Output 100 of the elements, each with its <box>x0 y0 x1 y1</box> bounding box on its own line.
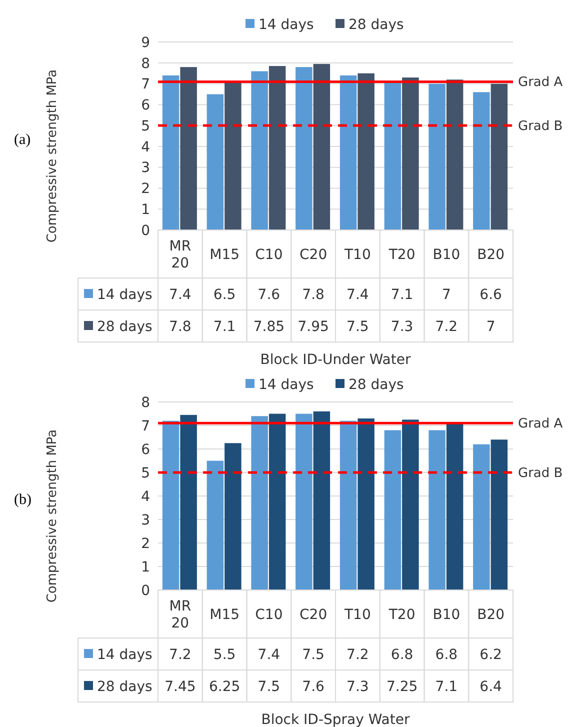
x-tick-label: B10 <box>432 606 460 623</box>
data-label: 7.5 <box>258 678 280 695</box>
data-label: 7.45 <box>164 678 196 695</box>
data-label: 7 <box>486 318 496 335</box>
legend-label: 28 days <box>348 16 404 33</box>
text: 28 days <box>97 678 152 695</box>
legend-label: 28 days <box>348 376 404 393</box>
y-tick-label: 7 <box>141 76 150 93</box>
text: 14 days <box>97 286 152 303</box>
y-tick-label: 2 <box>141 181 150 198</box>
x-tick-label: C10 <box>255 606 283 623</box>
data-label: 7.5 <box>302 646 324 663</box>
x-tick-label: B20 <box>477 246 505 263</box>
bar <box>268 66 286 230</box>
data-label: 7.3 <box>346 678 369 695</box>
data-label: 7 <box>442 286 451 303</box>
y-tick-label: 5 <box>141 465 150 482</box>
bar <box>428 430 446 590</box>
y-tick-label: 6 <box>141 442 150 458</box>
bar <box>206 94 224 230</box>
data-label: 6.8 <box>390 646 414 663</box>
data-label: 7.5 <box>346 318 369 335</box>
text: 14 days <box>97 646 152 663</box>
bar <box>384 430 402 590</box>
bar <box>162 420 180 590</box>
y-tick-label: 0 <box>141 222 150 239</box>
y-tick-label: 8 <box>141 394 150 411</box>
y-tick-label: 4 <box>141 139 150 156</box>
ref-line-label: Grad B <box>518 466 563 482</box>
y-tick-label: 1 <box>141 559 150 576</box>
data-label: 7.2 <box>435 318 458 335</box>
bar <box>251 71 268 230</box>
bar <box>180 414 197 590</box>
bar <box>313 411 330 590</box>
bar <box>428 84 446 230</box>
y-tick-label: 8 <box>141 56 150 72</box>
ref-line-label: Grad A <box>518 75 563 90</box>
bar <box>340 420 357 590</box>
data-label: 7.4 <box>346 286 369 303</box>
data-label: 7.1 <box>213 318 236 335</box>
data-label: 7.1 <box>390 286 414 303</box>
data-label: 7.95 <box>298 318 329 335</box>
x-tick-label: MR 20 <box>169 598 192 632</box>
data-label: 7.2 <box>346 646 369 663</box>
data-label: 7.8 <box>302 286 324 303</box>
x-tick-label: T20 <box>388 606 416 623</box>
y-tick-label: 3 <box>141 160 150 176</box>
data-label: 7.85 <box>253 318 285 335</box>
data-label: 7.3 <box>390 318 414 335</box>
bar <box>313 64 330 230</box>
x-tick-label: B10 <box>432 246 460 263</box>
text: (a) <box>14 132 31 148</box>
x-tick-label: MR 20 <box>169 238 192 272</box>
bar <box>446 80 464 230</box>
y-tick-label: 2 <box>141 536 150 552</box>
ref-line-label: Grad A <box>518 416 563 432</box>
y-axis-title: Compressive strength MPa <box>45 429 60 603</box>
y-tick-label: 3 <box>141 512 150 528</box>
y-tick-label: 1 <box>141 202 150 218</box>
x-tick-label: T20 <box>388 246 416 263</box>
x-tick-label: C20 <box>300 606 328 623</box>
x-tick-label: T10 <box>344 246 371 263</box>
bar <box>162 75 180 230</box>
bar <box>296 414 312 590</box>
bar <box>446 423 464 590</box>
data-label: 6.6 <box>480 286 502 303</box>
bar <box>473 92 490 230</box>
data-label: 7.4 <box>258 646 280 663</box>
data-label: 6.25 <box>208 678 240 695</box>
data-label: 7.6 <box>302 678 325 695</box>
data-label: 7.4 <box>169 286 192 303</box>
bar <box>224 82 242 230</box>
ref-line-label: Grad B <box>518 119 563 134</box>
bar <box>340 75 357 230</box>
y-tick-label: 5 <box>141 118 150 134</box>
x-axis-title: Block ID-Under Water <box>260 352 411 368</box>
bar <box>402 420 419 590</box>
x-tick-label: M15 <box>210 606 240 623</box>
bar <box>358 73 374 230</box>
data-label: 7.8 <box>169 318 192 335</box>
bar <box>402 78 419 230</box>
bar <box>473 444 490 590</box>
bar <box>180 67 197 230</box>
legend-label: 14 days <box>258 376 314 393</box>
y-axis-title: Compressive strength MPa <box>45 69 60 243</box>
y-tick-label: 9 <box>141 34 150 51</box>
legend-label: 14 days <box>258 16 314 33</box>
data-label: 6.8 <box>435 646 458 663</box>
y-tick-label: 0 <box>141 582 150 599</box>
y-tick-label: 6 <box>141 98 150 114</box>
x-tick-label: B20 <box>477 606 505 623</box>
bar <box>296 67 312 230</box>
data-label: 5.5 <box>213 646 236 663</box>
bar <box>251 416 268 590</box>
x-tick-label: C10 <box>255 246 283 263</box>
x-axis-title: Block ID-Spray Water <box>261 712 410 727</box>
data-label: 6.4 <box>480 678 502 695</box>
data-label: 6.5 <box>213 286 236 303</box>
text: (b) <box>14 492 32 508</box>
text: 28 days <box>97 318 152 335</box>
